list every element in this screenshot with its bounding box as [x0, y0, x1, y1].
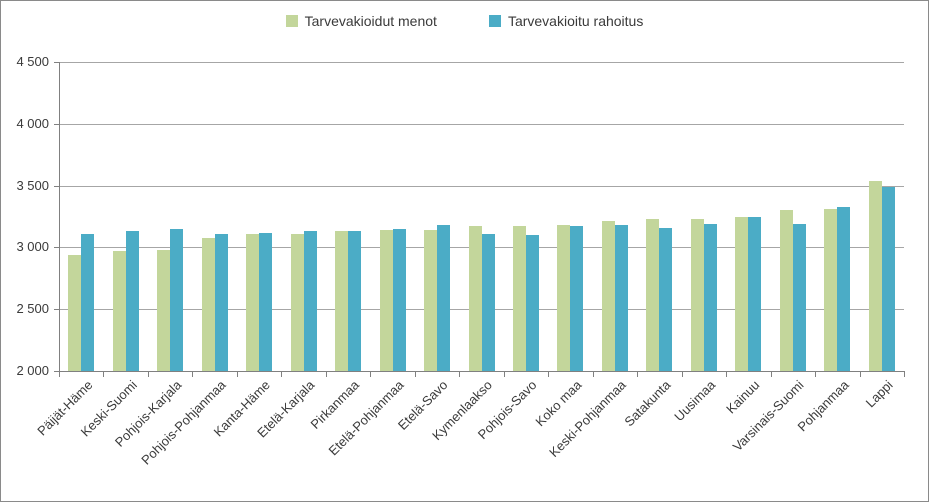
- x-axis-tick: [326, 372, 327, 377]
- x-axis-tick: [370, 372, 371, 377]
- bar-rahoitus: [614, 225, 628, 371]
- bar-rahoitus: [837, 206, 851, 371]
- bar-rahoitus: [125, 231, 139, 371]
- bar-menot: [112, 251, 126, 371]
- x-axis-tick: [148, 372, 149, 377]
- x-axis-tick: [637, 372, 638, 377]
- chart-legend: Tarvevakioidut menot Tarvevakioitu rahoi…: [1, 13, 928, 29]
- y-axis-tick: [54, 309, 59, 310]
- x-axis-tick: [237, 372, 238, 377]
- bar-rahoitus: [81, 233, 95, 371]
- bar-menot: [379, 230, 393, 371]
- x-axis-tick: [548, 372, 549, 377]
- x-axis-label: Kainuu: [722, 377, 763, 417]
- bar-rahoitus: [303, 231, 317, 371]
- bar-menot: [868, 180, 882, 371]
- gridline: [59, 186, 904, 187]
- bar-menot: [468, 226, 482, 371]
- x-axis-tick: [415, 372, 416, 377]
- bar-menot: [335, 231, 349, 371]
- y-axis-tick: [54, 371, 59, 372]
- bar-rahoitus: [792, 223, 806, 371]
- y-axis-tick: [54, 186, 59, 187]
- bar-menot: [513, 226, 526, 371]
- y-axis-tick: [54, 124, 59, 125]
- x-axis-line: [59, 371, 905, 372]
- y-axis-label: 3 500: [16, 178, 49, 193]
- bar-rahoitus: [348, 231, 362, 371]
- x-axis-tick: [504, 372, 505, 377]
- y-axis-label: 2 000: [16, 363, 49, 378]
- x-axis-tick: [815, 372, 816, 377]
- bar-rahoitus: [570, 226, 584, 371]
- x-axis-label: Uusimaa: [670, 377, 718, 425]
- y-axis-label: 2 500: [16, 301, 49, 316]
- x-axis-tick: [103, 372, 104, 377]
- x-axis-tick: [682, 372, 683, 377]
- bar-menot: [646, 219, 660, 371]
- bar-menot: [290, 233, 304, 371]
- y-axis-label: 4 500: [16, 54, 49, 69]
- x-axis-tick: [904, 372, 905, 377]
- bar-rahoitus: [392, 228, 406, 371]
- bar-rahoitus: [659, 227, 673, 371]
- legend-item-menot: Tarvevakioidut menot: [285, 13, 437, 29]
- bar-menot: [735, 216, 749, 371]
- legend-item-rahoitus: Tarvevakioitu rahoitus: [488, 13, 644, 29]
- bar-menot: [690, 219, 704, 371]
- x-axis-label: Satakunta: [621, 377, 674, 430]
- x-axis-tick: [593, 372, 594, 377]
- bar-menot: [557, 225, 571, 371]
- bar-menot: [201, 237, 215, 371]
- x-axis-tick: [281, 372, 282, 377]
- bar-rahoitus: [748, 216, 762, 371]
- bar-rahoitus: [881, 186, 895, 371]
- x-axis-tick: [771, 372, 772, 377]
- bar-menot: [424, 230, 437, 371]
- y-axis-tick: [54, 247, 59, 248]
- bar-menot: [601, 221, 615, 371]
- y-axis-tick: [54, 62, 59, 63]
- bar-rahoitus: [481, 233, 495, 371]
- gridline: [59, 124, 904, 125]
- bar-menot: [68, 254, 82, 371]
- bar-rahoitus: [526, 235, 539, 371]
- y-axis-label: 3 000: [16, 239, 49, 254]
- bar-rahoitus: [170, 228, 184, 371]
- legend-swatch-menot: [285, 15, 298, 27]
- x-axis-tick: [860, 372, 861, 377]
- bar-rahoitus: [703, 223, 717, 371]
- legend-swatch-rahoitus: [488, 15, 501, 27]
- bar-rahoitus: [259, 232, 273, 371]
- bar-menot: [824, 209, 838, 371]
- bar-rahoitus: [437, 225, 450, 371]
- x-axis-tick: [459, 372, 460, 377]
- y-axis-line: [59, 62, 60, 371]
- bar-rahoitus: [214, 233, 228, 371]
- legend-label-menot: Tarvevakioidut menot: [304, 13, 437, 29]
- bar-menot: [246, 233, 260, 371]
- x-axis-tick: [726, 372, 727, 377]
- bar-menot: [779, 210, 793, 371]
- legend-label-rahoitus: Tarvevakioitu rahoitus: [507, 13, 644, 29]
- x-axis-tick: [59, 372, 60, 377]
- bar-menot: [157, 249, 171, 371]
- gridline: [59, 62, 904, 63]
- x-axis-tick: [192, 372, 193, 377]
- y-axis-label: 4 000: [16, 116, 49, 131]
- x-axis-label: Lappi: [862, 377, 896, 411]
